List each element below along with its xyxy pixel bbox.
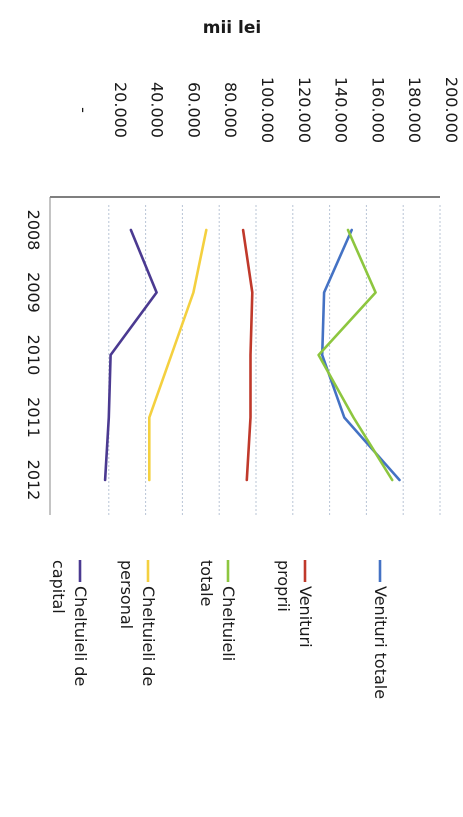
y-tick-label: - [74, 107, 93, 113]
y-tick-label: 20.000 [111, 82, 130, 138]
legend-label: personal [117, 560, 136, 629]
y-tick-label: 140.000 [332, 77, 351, 143]
legend-label: capital [49, 560, 68, 614]
series-line-1 [241, 228, 254, 482]
x-tick-label: 2011 [24, 397, 43, 438]
legend-label: Cheltuieli de [71, 586, 90, 686]
y-tick-label: 100.000 [258, 77, 277, 143]
y-tick-label: 60.000 [184, 82, 203, 138]
x-tick-label: 2012 [24, 460, 43, 501]
x-tick-label: 2009 [24, 272, 43, 313]
unit-label: mii lei [203, 18, 261, 38]
legend-label: Cheltuieli de [139, 586, 158, 686]
y-tick-label: 40.000 [148, 82, 167, 138]
y-tick-label: 160.000 [368, 77, 387, 143]
series-lines [103, 228, 401, 482]
y-tick-label: 200.000 [442, 77, 461, 143]
x-tick-label: 2008 [24, 210, 43, 251]
axes [49, 196, 440, 515]
series-line-0 [320, 228, 401, 482]
series-line-4 [103, 228, 158, 482]
y-tick-label: 120.000 [295, 77, 314, 143]
legend-label: proprii [274, 560, 293, 612]
y-axis-ticks: - 20.000 40.000 60.000 80.000 100.000 120.000 1… [74, 77, 461, 143]
legend-label: Venituri [296, 586, 315, 648]
x-tick-label: 2010 [24, 335, 43, 376]
series-line-3 [148, 228, 208, 482]
y-tick-label: 80.000 [221, 82, 240, 138]
x-axis-labels: 2008 2009 2010 2011 2012 [24, 210, 43, 501]
series-line-2 [317, 228, 394, 482]
legend-label: Cheltuieli [219, 586, 238, 661]
legend-label: Venituri totale [371, 586, 390, 699]
y-tick-label: 180.000 [405, 77, 424, 143]
legend-label: totale [197, 560, 216, 606]
